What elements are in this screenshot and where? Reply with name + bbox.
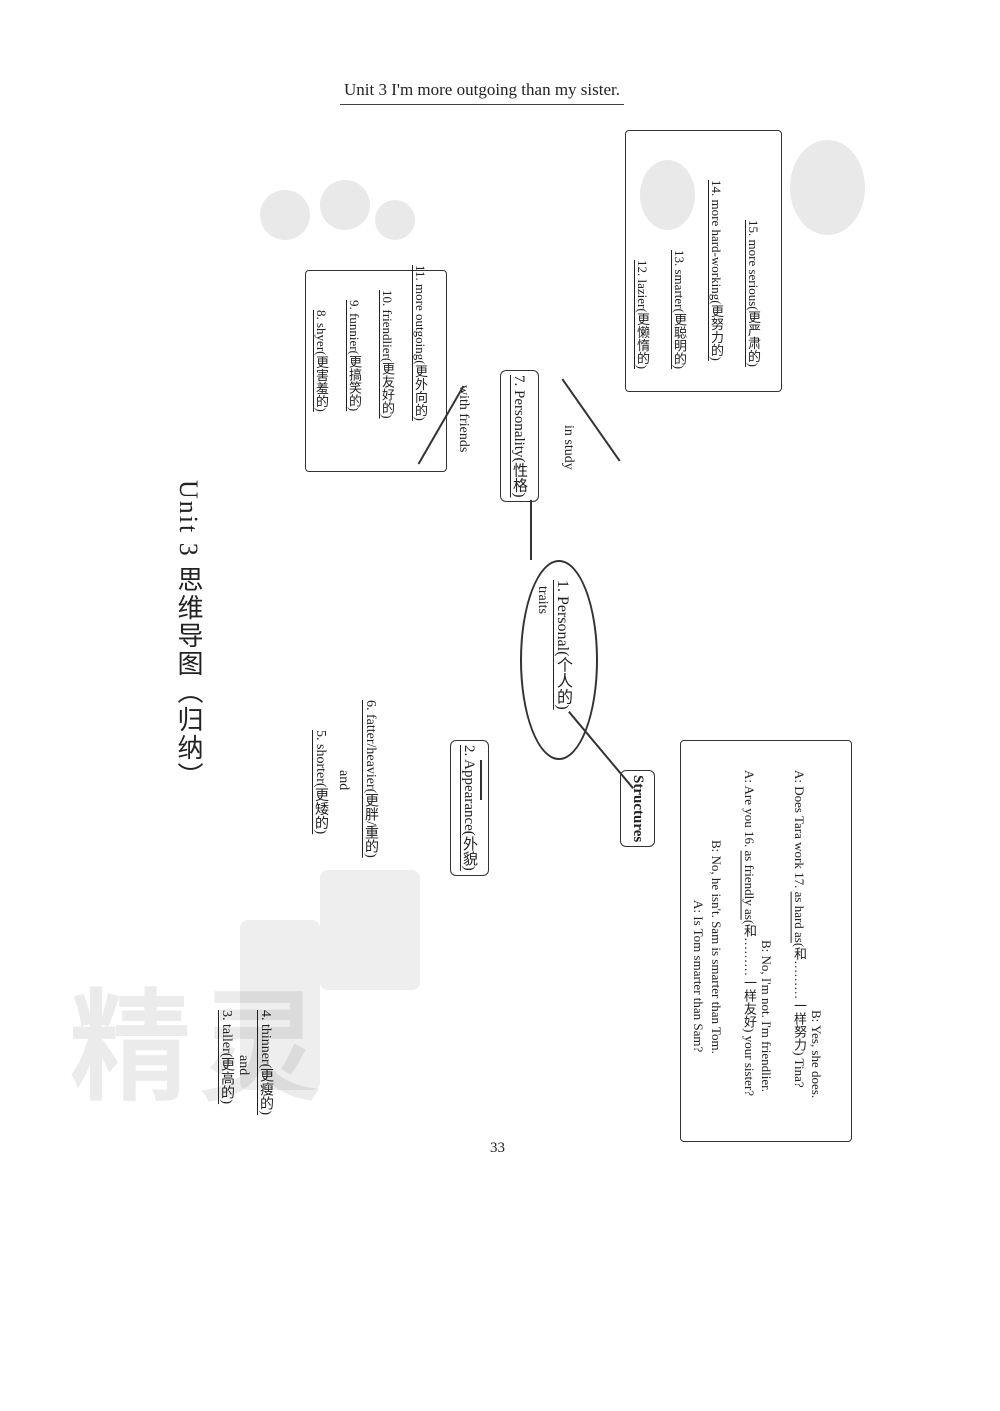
dialog-l3b: (和………一样友好) your sister? xyxy=(742,920,757,1096)
figure-short xyxy=(320,870,420,990)
item-6-text: 6. fatter/heavier(更胖/重的) xyxy=(363,700,378,858)
and-1: and xyxy=(235,1055,251,1075)
item-15: 15. more serious(更严肃的) xyxy=(744,220,763,367)
item-10: 10. friendlier(更友好的) xyxy=(378,290,397,419)
line-personality xyxy=(530,500,532,560)
study-icon-2 xyxy=(790,140,865,235)
dialog-l3a: A: Are you 16. xyxy=(742,770,757,851)
dialog-l3u: as friendly as xyxy=(742,851,757,920)
kid-icon-2 xyxy=(320,180,370,230)
item-5-text: 5. shorter(更矮的) xyxy=(313,730,328,834)
dialog-l2: B: No, he isn't. Sam is smarter than Tom… xyxy=(708,840,724,1054)
item-9-text: 9. funnier(更搞笑的) xyxy=(347,300,362,411)
item-8-text: 8. shyer(更害羞的) xyxy=(314,310,329,412)
page-number: 33 xyxy=(490,1140,505,1157)
item-13-text: 13. smarter(更聪明的) xyxy=(672,250,687,369)
item-10-text: 10. friendlier(更友好的) xyxy=(380,290,395,419)
item-14-text: 14. more hard-working(更努力的) xyxy=(709,180,724,361)
dialog-l5a: A: Does Tara work 17. xyxy=(792,770,807,892)
kid-icon-3 xyxy=(375,200,415,240)
item-4-text: 4. thinner(更瘦的) xyxy=(258,1010,273,1115)
appearance-tag: 2. Appearance(外貌) xyxy=(450,740,489,876)
personality-tag: 7. Personality(性格) xyxy=(500,370,539,502)
item-15-text: 15. more serious(更严肃的) xyxy=(746,220,761,367)
item-13: 13. smarter(更聪明的) xyxy=(670,250,689,369)
and-2: and xyxy=(335,770,351,790)
dialog-l5: A: Does Tara work 17. as hard as(和………一样努… xyxy=(790,770,809,1088)
item-12: 12. lazier(更懒惰的) xyxy=(633,260,652,369)
dialog-l6: B: Yes, she does. xyxy=(808,1010,824,1098)
item-11: 11. more outgoing(更外向的) xyxy=(411,265,430,421)
dialog-l3: A: Are you 16. as friendly as(和………一样友好) … xyxy=(740,770,759,1096)
dialog-l5b: (和………一样努力) Tina? xyxy=(792,943,807,1088)
item-14: 14. more hard-working(更努力的) xyxy=(707,180,726,361)
item-4: 4. thinner(更瘦的) xyxy=(255,1010,275,1115)
item-11-text: 11. more outgoing(更外向的) xyxy=(413,265,428,421)
item-12-text: 12. lazier(更懒惰的) xyxy=(635,260,650,369)
in-study-label: in study xyxy=(560,425,576,470)
dialog-l4: B: No, I'm not. I'm friendlier. xyxy=(758,940,774,1092)
kid-icon-1 xyxy=(260,190,310,240)
item-9: 9. funnier(更搞笑的) xyxy=(345,300,364,411)
figure-tall xyxy=(240,920,320,1090)
item-3-text: 3. taller(更高的) xyxy=(219,1010,234,1104)
item-6: 6. fatter/heavier(更胖/重的) xyxy=(360,700,380,858)
line-structures xyxy=(568,711,634,789)
dialog-l1: A: Is Tom smarter than Sam? xyxy=(690,900,706,1052)
item-8: 8. shyer(更害羞的) xyxy=(312,310,331,412)
personality-label: 7. Personality(性格) xyxy=(511,375,527,497)
unit-title: Unit 3 思维导图（归纳） xyxy=(170,480,207,790)
item-3: 3. taller(更高的) xyxy=(216,1010,236,1104)
study-icon-1 xyxy=(640,160,695,230)
page: Unit 3 I'm more outgoing than my sister.… xyxy=(0,0,1000,1411)
central-sub: traits xyxy=(534,586,550,740)
item-5: 5. shorter(更矮的) xyxy=(310,730,330,834)
appearance-label: 2. Appearance(外貌) xyxy=(461,745,477,871)
dialog-l5u: as hard as xyxy=(792,892,807,943)
page-header: Unit 3 I'm more outgoing than my sister. xyxy=(340,80,624,105)
line-appearance xyxy=(480,760,482,800)
